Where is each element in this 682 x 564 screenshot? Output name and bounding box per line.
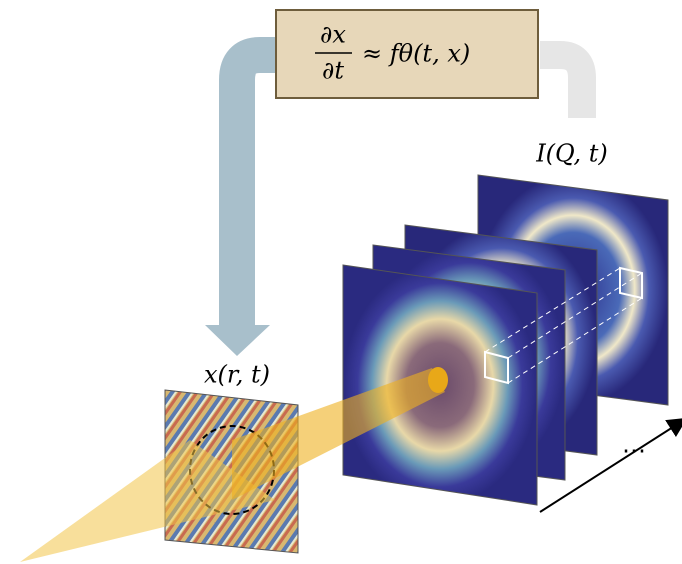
diagram: ∂x ∂t ≈ fθ(t, x) ⋯ I(Q, t) x(r, t) [0, 0, 682, 564]
real-space-label: x(r, t) [204, 361, 270, 389]
arrow-head [205, 325, 270, 356]
feedback-arrow [237, 55, 275, 330]
ellipsis: ⋯ [622, 437, 646, 465]
eq-denominator: ∂t [322, 57, 344, 85]
page: {"equation": {"numerator": "∂x", "denomi… [0, 0, 682, 564]
beam-spot [428, 367, 448, 393]
eq-numerator: ∂x [320, 21, 346, 49]
eq-rhs: ≈ fθ(t, x) [362, 40, 470, 68]
input-arrow [540, 55, 582, 118]
intensity-label: I(Q, t) [535, 140, 608, 168]
